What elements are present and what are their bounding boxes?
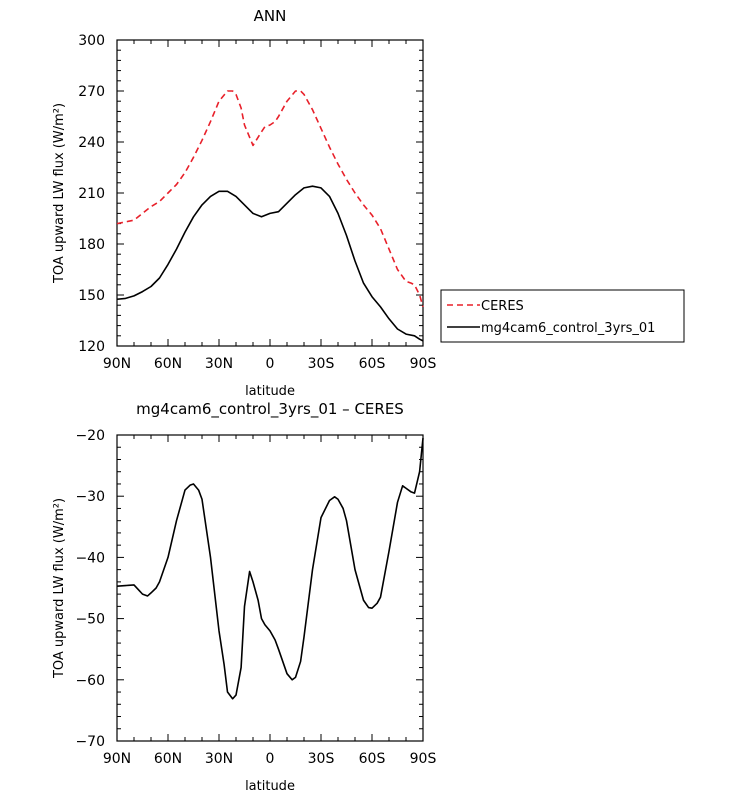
top-x-tick-label: 90N [103,356,131,372]
bottom-y-tick-label: −50 [75,612,105,628]
bottom-y-axis-title: TOA upward LW flux (W/m²) [52,498,67,679]
bottom-y-tick-label: −70 [75,734,105,750]
top-series [116,90,424,342]
bottom-y-ticks: −70 −60 −50 −40 −30 −20 [75,428,423,750]
top-x-tick-label: 0 [266,356,275,372]
top-x-axis-title: latitude [245,384,295,399]
top-plot-frame [116,39,424,347]
top-x-tick-label: 60N [154,356,182,372]
top-y-tick-label: 270 [78,84,105,100]
top-series-line-1 [116,185,424,342]
bottom-x-tick-label: 90S [410,751,437,767]
bottom-x-tick-label: 0 [266,751,275,767]
bottom-panel-title: mg4cam6_control_3yrs_01 – CERES [136,400,404,419]
top-y-tick-label: 180 [78,237,105,253]
top-panel-title: ANN [254,7,287,25]
top-y-axis-title: TOA upward LW flux (W/m²) [52,103,67,284]
top-x-tick-label: 90S [410,356,437,372]
legend-label-ceres: CERES [481,299,524,314]
bottom-plot-frame [116,434,424,742]
top-x-tick-label: 60S [359,356,386,372]
legend-label-model: mg4cam6_control_3yrs_01 [481,321,655,336]
bottom-x-tick-label: 30N [205,751,233,767]
bottom-x-tick-label: 30S [308,751,335,767]
top-y-tick-label: 300 [78,33,105,49]
bottom-panel: mg4cam6_control_3yrs_01 – CERES 90N 60N 30… [52,400,436,794]
top-y-tick-label: 120 [78,339,105,355]
top-y-tick-label: 210 [78,186,105,202]
top-series-line-0 [116,90,424,308]
bottom-y-tick-label: −20 [75,428,105,444]
bottom-y-tick-label: −40 [75,550,105,566]
bottom-x-tick-label: 60N [154,751,182,767]
top-y-tick-label: 240 [78,135,105,151]
bottom-y-tick-label: −60 [75,673,105,689]
bottom-series [116,437,424,700]
legend: CERES mg4cam6_control_3yrs_01 [440,289,685,343]
bottom-series-line-0 [116,437,424,700]
bottom-x-tick-label: 90N [103,751,131,767]
top-y-tick-label: 150 [78,288,105,304]
legend-box [440,289,685,343]
top-panel: ANN 90N 60N 30N 0 30S 60S 90S 120 150 180 210 240 2… [52,7,685,399]
top-x-ticks: 90N 60N 30N 0 30S 60S 90S [103,40,437,372]
bottom-x-ticks: 90N 60N 30N 0 30S 60S 90S [103,435,437,767]
bottom-x-axis-title: latitude [245,779,295,794]
bottom-y-tick-label: −30 [75,489,105,505]
top-y-ticks: 120 150 180 210 240 270 300 [78,33,423,355]
top-x-tick-label: 30N [205,356,233,372]
top-x-tick-label: 30S [308,356,335,372]
bottom-x-tick-label: 60S [359,751,386,767]
